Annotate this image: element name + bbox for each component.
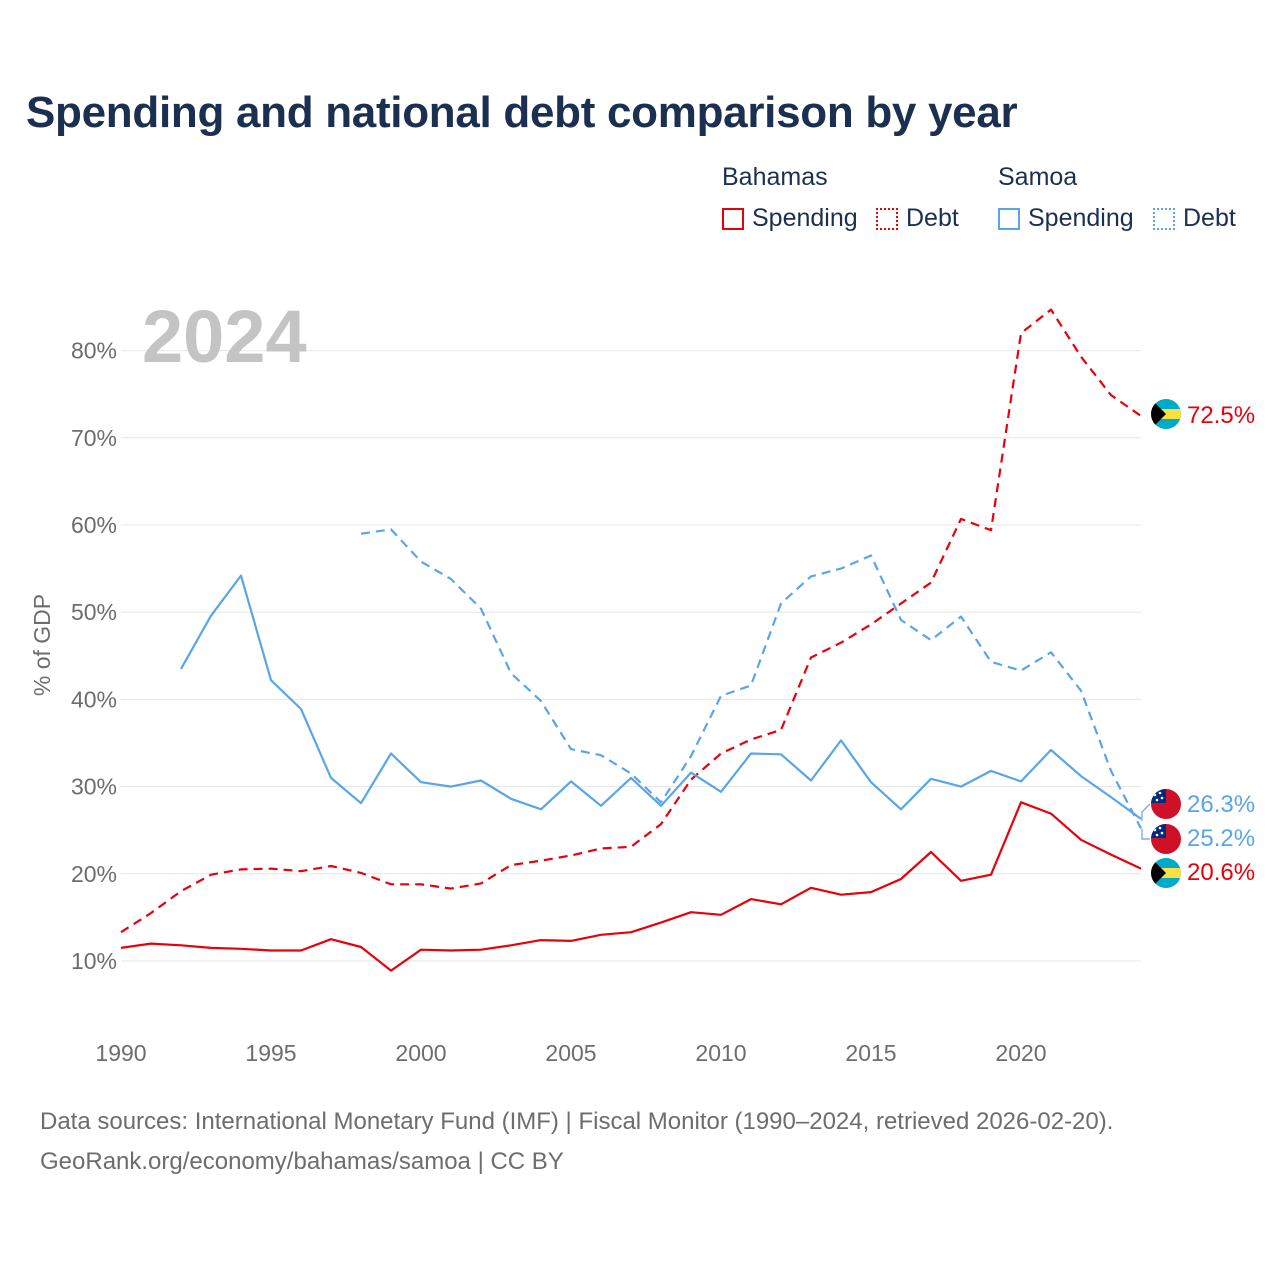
end-label-samoa-spending: 26.3% <box>1187 791 1255 818</box>
y-tick-label: 60% <box>71 512 117 538</box>
footer-sources: Data sources: International Monetary Fun… <box>40 1108 1114 1135</box>
legend-item-bahamas-spending[interactable]: Spending <box>722 204 858 233</box>
y-tick-label: 50% <box>71 599 117 625</box>
label-connector-samoa-spending <box>1141 803 1151 821</box>
legend-group-bahamas: Bahamas <box>722 163 828 191</box>
legend-swatch-samoa-spending <box>998 207 1020 230</box>
x-tick-label: 2005 <box>545 1040 596 1066</box>
legend-label-bahamas-spending: Spending <box>752 204 858 232</box>
legend-item-bahamas-debt[interactable]: Debt <box>876 204 959 233</box>
x-tick-label: 2010 <box>695 1040 746 1066</box>
legend-group-samoa: Samoa <box>998 163 1078 191</box>
bahamas-flag-icon <box>1151 858 1181 888</box>
y-tick-label: 20% <box>71 861 117 887</box>
legend-item-samoa-spending[interactable]: Spending <box>998 204 1134 233</box>
y-tick-label: 40% <box>71 686 117 712</box>
series-line-samoa-spending[interactable] <box>180 574 1142 820</box>
footer-credit[interactable]: GeoRank.org/economy/bahamas/samoa | CC B… <box>40 1148 564 1175</box>
y-tick-label: 30% <box>71 774 117 800</box>
x-tick-label: 2015 <box>845 1040 896 1066</box>
end-label-bahamas-spending: 20.6% <box>1187 859 1255 886</box>
legend-item-samoa-debt[interactable]: Debt <box>1153 204 1236 233</box>
end-label-samoa-debt: 25.2% <box>1187 825 1255 852</box>
bahamas-flag-icon <box>1151 399 1181 429</box>
y-tick-label: 70% <box>71 425 117 451</box>
y-axis-label: % of GDP <box>29 594 55 696</box>
y-tick-label: 80% <box>71 338 117 364</box>
samoa-flag-icon <box>1151 824 1181 854</box>
series-line-samoa-debt[interactable] <box>360 528 1142 830</box>
x-tick-label: 2020 <box>995 1040 1046 1066</box>
legend-label-samoa-spending: Spending <box>1028 204 1134 232</box>
legend-swatch-samoa-debt <box>1153 207 1175 230</box>
chart-title: Spending and national debt comparison by… <box>26 88 1018 137</box>
x-tick-label: 1995 <box>245 1040 296 1066</box>
samoa-flag-icon <box>1151 789 1181 819</box>
series-line-bahamas-spending[interactable] <box>120 801 1142 972</box>
legend-label-bahamas-debt: Debt <box>906 204 959 232</box>
x-tick-label: 2000 <box>395 1040 446 1066</box>
series-line-bahamas-debt[interactable] <box>120 308 1142 934</box>
legend-label-samoa-debt: Debt <box>1183 204 1236 232</box>
y-tick-label: 10% <box>71 948 117 974</box>
legend-swatch-bahamas-spending <box>722 207 744 230</box>
year-watermark: 2024 <box>142 295 307 378</box>
label-connector-samoa-debt <box>1141 829 1150 840</box>
x-tick-label: 1990 <box>95 1040 146 1066</box>
end-label-bahamas-debt: 72.5% <box>1187 402 1255 429</box>
legend-swatch-bahamas-debt <box>876 207 898 230</box>
